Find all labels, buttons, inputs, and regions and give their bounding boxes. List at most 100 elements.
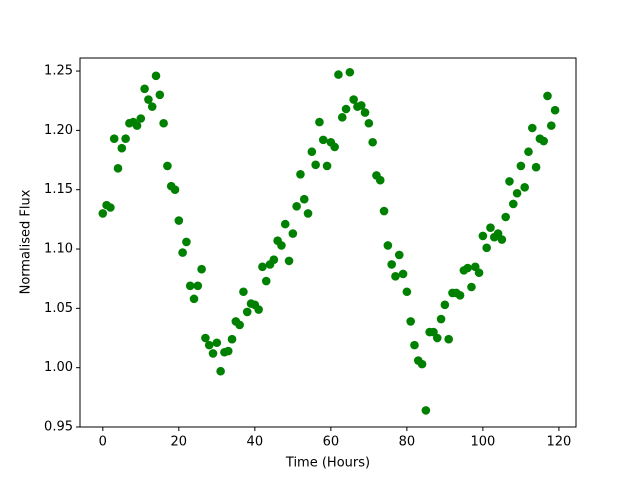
point [463,263,472,273]
y-tick-label: 1.05 [44,301,73,316]
y-tick-label: 1.15 [44,182,73,197]
point [387,260,396,269]
point [311,160,320,170]
point [406,317,415,326]
point [280,219,290,229]
point [512,188,522,198]
point [356,101,366,110]
point [121,134,130,143]
point [539,136,548,146]
point [303,209,313,218]
point [322,161,332,171]
point [223,346,233,356]
y-tick-label: 1.10 [44,242,73,257]
point [208,349,218,358]
point [417,359,427,369]
point [182,237,191,247]
point [330,142,339,152]
point [345,67,355,77]
point [508,199,518,209]
point [292,202,301,211]
point [398,269,408,279]
point [239,287,248,297]
point [109,134,119,143]
point [432,333,442,343]
point [546,121,556,130]
point [379,206,389,216]
point [531,162,541,172]
point [440,300,450,310]
x-tick-label: 40 [247,435,264,450]
x-axis-label: Time (Hours) [285,456,370,471]
x-tick-label: 20 [171,435,188,450]
point [349,95,358,104]
point [261,276,271,286]
point [368,137,377,147]
point [334,70,343,79]
point [254,305,263,314]
point [486,223,495,232]
point [159,118,168,128]
point [227,334,237,344]
point [455,290,465,300]
point [543,91,552,101]
point [284,256,294,266]
point [315,117,324,127]
x-tick-label: 120 [546,435,571,450]
point [288,229,298,238]
point [155,90,165,100]
point [364,118,374,128]
point [98,209,108,218]
point [524,147,533,157]
point [163,161,172,171]
point [474,268,484,278]
point [337,113,347,122]
point [550,105,560,115]
point [360,108,370,117]
point [151,71,161,81]
point [185,281,195,291]
point [113,164,123,173]
point [106,203,115,212]
point [444,334,453,344]
point [117,143,127,153]
point [201,333,210,343]
point [410,340,419,350]
point [421,406,431,415]
point [402,287,412,297]
point [505,177,514,186]
y-tick-label: 1.00 [44,360,73,375]
point [136,114,146,123]
point [296,169,305,179]
point [341,104,351,114]
point [216,366,225,376]
point [140,84,149,94]
x-tick-label: 0 [99,435,107,450]
point [478,231,488,241]
point [242,307,252,317]
point [375,175,385,185]
point [436,314,446,324]
y-tick-label: 1.20 [44,123,73,138]
point [174,216,184,225]
point [269,255,279,265]
x-tick-label: 80 [399,435,416,450]
y-axis-label: Normalised Flux [19,189,34,294]
point [391,272,400,281]
point [170,185,180,195]
point [467,282,476,292]
point [482,243,491,253]
point [277,241,286,250]
point [527,123,537,133]
plot-frame [79,57,577,428]
point [258,262,267,272]
x-tick-label: 100 [470,435,495,450]
point [193,281,203,291]
point [189,294,199,304]
point [501,212,510,222]
point [197,264,206,274]
y-tick-label: 0.95 [44,420,73,435]
point [178,248,187,257]
point [204,340,214,350]
